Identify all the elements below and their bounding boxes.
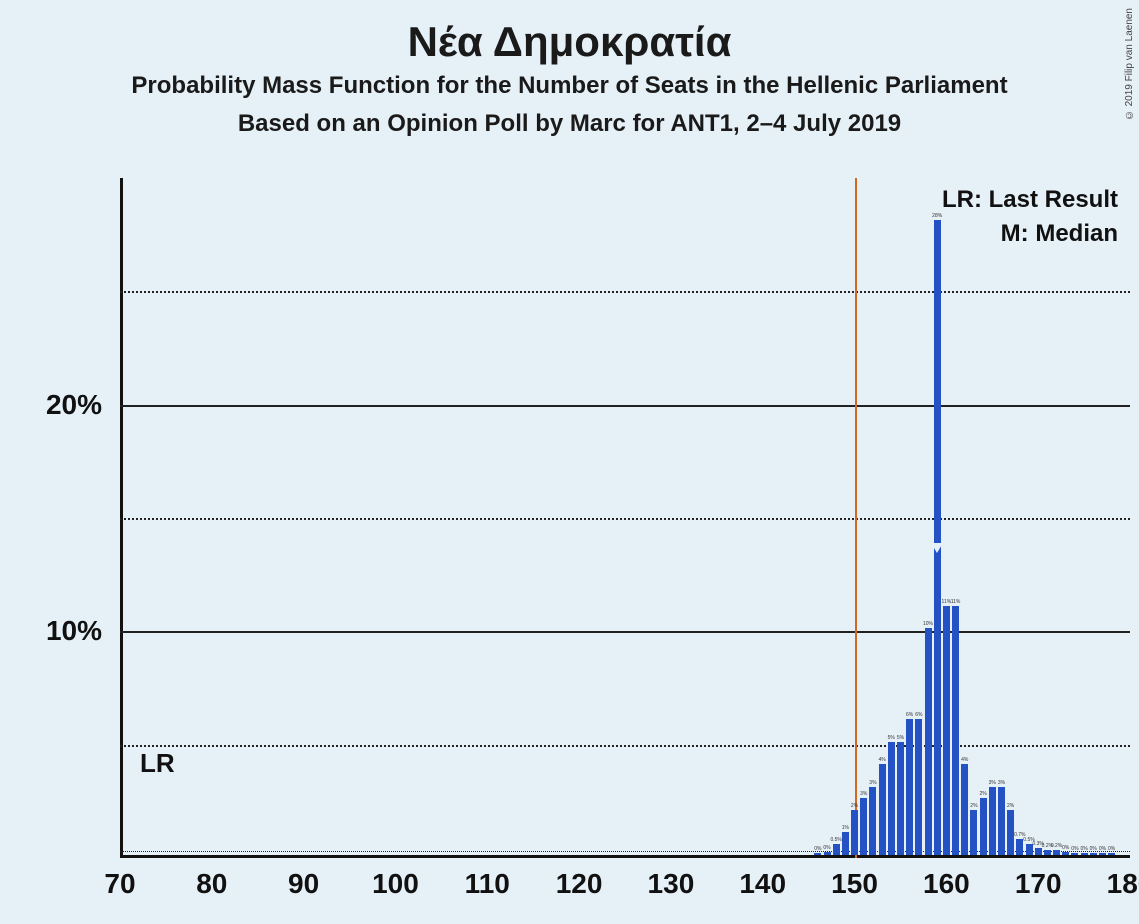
last-result-label: LR <box>140 748 175 779</box>
y-axis-label: 20% <box>12 389 102 421</box>
bar-value-label: 0% <box>1080 846 1087 852</box>
bar <box>814 853 821 855</box>
bar <box>915 719 922 855</box>
chart-subtitle-2: Based on an Opinion Poll by Marc for ANT… <box>0 110 1139 138</box>
bar-value-label: 2% <box>1007 803 1014 809</box>
bar <box>970 810 977 855</box>
x-axis-label: 160 <box>923 868 970 900</box>
bar-value-label: 2% <box>970 803 977 809</box>
x-axis <box>120 855 1130 858</box>
bar <box>842 832 849 855</box>
x-axis-label: 90 <box>288 868 319 900</box>
bar-value-label: 0% <box>1090 846 1097 852</box>
bar-value-label: 0.5% <box>830 837 841 843</box>
chart-subtitle-1: Probability Mass Function for the Number… <box>0 72 1139 100</box>
bar <box>1108 853 1115 855</box>
bar <box>998 787 1005 855</box>
gridline-minor <box>120 745 1130 747</box>
bar <box>833 844 840 855</box>
bar-value-label: 0.2% <box>1051 843 1062 849</box>
bar <box>897 742 904 855</box>
bar-value-label: 11% <box>951 599 961 605</box>
x-axis-label: 140 <box>739 868 786 900</box>
bar <box>1053 850 1060 855</box>
bar <box>925 628 932 855</box>
plot-area: LR: Last Result M: Median 10%20%70809010… <box>120 178 1130 858</box>
legend: LR: Last Result M: Median <box>942 186 1118 254</box>
chart-title: Νέα Δημοκρατία <box>0 18 1139 66</box>
bar <box>961 764 968 855</box>
bar-value-label: 6% <box>906 712 913 718</box>
bar <box>943 606 950 855</box>
bar <box>1071 853 1078 855</box>
bar <box>1062 852 1069 855</box>
copyright-text: © 2019 Filip van Laenen <box>1124 8 1135 120</box>
title-block: Νέα Δημοκρατία Probability Mass Function… <box>0 0 1139 138</box>
bar <box>1007 810 1014 855</box>
bar <box>888 742 895 855</box>
bar <box>1016 839 1023 855</box>
legend-lr: LR: Last Result <box>942 186 1118 214</box>
bar-value-label: 3% <box>869 780 876 786</box>
bar <box>1026 844 1033 855</box>
bar-value-label: 0% <box>1099 846 1106 852</box>
x-axis-label: 70 <box>104 868 135 900</box>
bar-value-label: 2% <box>979 791 986 797</box>
bar-value-label: 5% <box>888 735 895 741</box>
bar-value-label: 0% <box>1062 845 1069 851</box>
x-axis-label: 80 <box>196 868 227 900</box>
bar-value-label: 4% <box>878 757 885 763</box>
x-axis-label: 170 <box>1015 868 1062 900</box>
bar-value-label: 0% <box>1108 846 1115 852</box>
bar <box>1090 853 1097 855</box>
bar-value-label: 0% <box>823 845 830 851</box>
bar <box>934 220 941 855</box>
bar <box>851 810 858 855</box>
x-axis-label: 110 <box>465 868 510 900</box>
bar-value-label: 0% <box>814 846 821 852</box>
x-axis-label: 120 <box>556 868 603 900</box>
bar <box>989 787 996 855</box>
gridline-baseline <box>120 851 1130 852</box>
bar-value-label: 6% <box>915 712 922 718</box>
bar <box>980 798 987 855</box>
bar <box>952 606 959 855</box>
bar-value-label: 5% <box>897 735 904 741</box>
gridline-minor <box>120 291 1130 293</box>
bar-value-label: 3% <box>860 791 867 797</box>
bar-value-label: 28% <box>932 213 942 219</box>
bar <box>1035 848 1042 855</box>
gridline <box>120 405 1130 407</box>
bar <box>869 787 876 855</box>
bar <box>1099 853 1106 855</box>
bar-value-label: 3% <box>989 780 996 786</box>
bar-value-label: 10% <box>923 621 933 627</box>
x-axis-label: 130 <box>648 868 695 900</box>
bar <box>879 764 886 855</box>
x-axis-label: 150 <box>831 868 878 900</box>
bar-value-label: 4% <box>961 757 968 763</box>
bar <box>1044 850 1051 855</box>
bar-value-label: 1% <box>842 825 849 831</box>
x-axis-label: 180 <box>1107 868 1139 900</box>
bar <box>906 719 913 855</box>
bar <box>860 798 867 855</box>
legend-m: M: Median <box>942 220 1118 248</box>
y-axis-label: 10% <box>12 615 102 647</box>
last-result-line <box>855 178 857 858</box>
x-axis-label: 100 <box>372 868 419 900</box>
median-marker-icon <box>931 543 943 553</box>
bar <box>1081 853 1088 855</box>
gridline <box>120 631 1130 633</box>
gridline-minor <box>120 518 1130 520</box>
bar-value-label: 0% <box>1071 846 1078 852</box>
bar-value-label: 3% <box>998 780 1005 786</box>
bar-value-label: 2% <box>851 803 858 809</box>
bar <box>824 852 831 855</box>
